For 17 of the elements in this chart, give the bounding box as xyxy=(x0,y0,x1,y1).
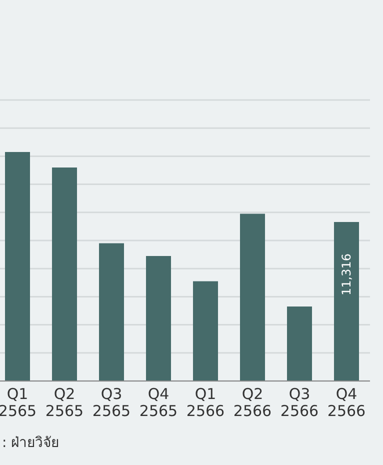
x-tick-label: Q4 2566 xyxy=(327,385,366,420)
bar xyxy=(146,256,171,381)
bar xyxy=(193,281,218,381)
x-tick-label: Q1 2566 xyxy=(186,385,225,420)
bar xyxy=(240,214,265,381)
bar xyxy=(5,152,30,381)
x-tick-label: Q3 2565 xyxy=(92,385,131,420)
data-label: 11,316 xyxy=(340,253,354,296)
bar xyxy=(287,306,312,381)
x-tick-label: Q3 2566 xyxy=(280,385,319,420)
x-tick-label: Q4 2565 xyxy=(139,385,178,420)
bar xyxy=(334,222,359,381)
bar xyxy=(52,167,77,381)
x-tick-label: Q2 2566 xyxy=(233,385,272,420)
bar xyxy=(99,243,124,381)
text: : ฝ่ายวิจัย xyxy=(2,434,60,453)
x-tick-label: Q2 2565 xyxy=(45,385,84,420)
